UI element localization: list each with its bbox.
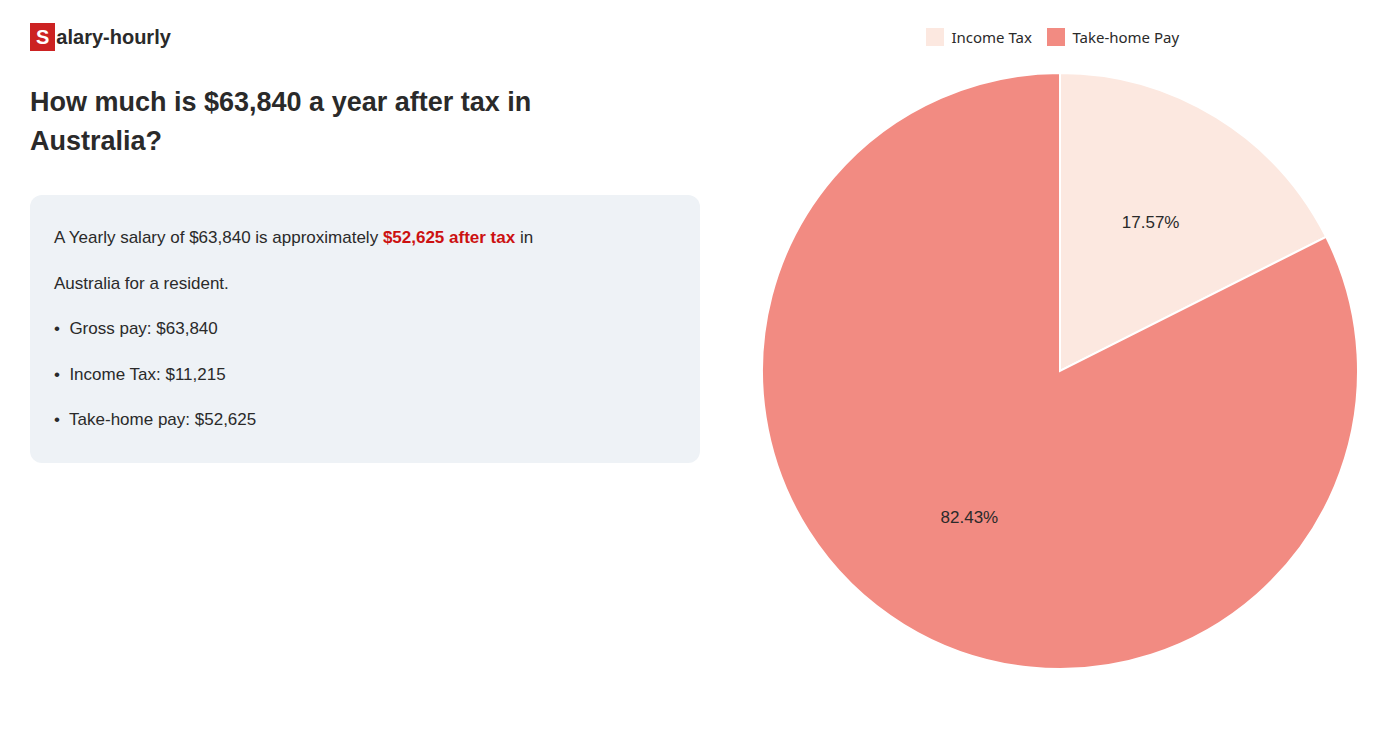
svg-text:82.43%: 82.43% xyxy=(941,508,999,527)
html-text:• Gross pay: $63,840: • Gross pay: $63,840 xyxy=(54,319,218,339)
html-text:How much is $63,840 a year aft: How much is $63,840 a year after tax in xyxy=(30,87,532,117)
html-text:S alary-hourly: S alary-hourly xyxy=(36,26,171,48)
html-text:Take-home Pay: Take-home Pay xyxy=(1072,26,1180,47)
html-text:• Income Tax: $11,215: • Income Tax: $11,215 xyxy=(54,364,226,384)
html-text:Australia?: Australia? xyxy=(30,126,162,157)
html-text:Australia for a resident.: Australia for a resident. xyxy=(54,273,229,293)
html-text:• Take-home pay: $52,625: • Take-home pay: $52,625 xyxy=(54,410,257,430)
svg-text:17.57%: 17.57% xyxy=(1122,213,1180,232)
html-text:A Yearly salary of $63,840 is: A Yearly salary of $63,840 is approximat… xyxy=(54,228,534,248)
html-text:Income Tax: Income Tax xyxy=(951,26,1032,47)
